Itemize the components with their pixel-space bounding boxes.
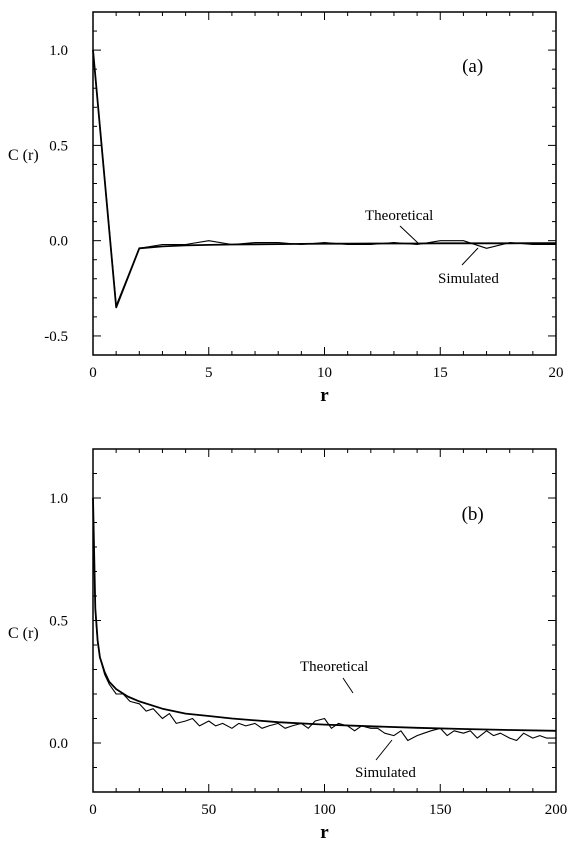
- x-tick-label: 0: [89, 365, 97, 381]
- annotation-simulated: Simulated: [355, 765, 416, 781]
- plot-frame: [92, 448, 557, 793]
- annotation-leader-line: [399, 225, 419, 244]
- x-axis-ticks: 0 50 100 150 200: [89, 449, 567, 818]
- annotation-leader-line: [342, 677, 354, 694]
- y-tick-label: 0.0: [49, 234, 68, 250]
- y-axis-ticks: -0.5 0.0 0.5 1.0: [44, 11, 556, 345]
- annotation-simulated: Simulated: [438, 271, 499, 287]
- x-tick-label: 0: [89, 802, 97, 818]
- x-axis-title: r: [320, 385, 329, 406]
- annotation-theoretical: Theoretical: [365, 208, 433, 224]
- series-line-theoretical: [92, 497, 557, 732]
- y-tick-label: 1.0: [49, 491, 68, 507]
- y-axis-ticks: 0.0 0.5 1.0: [49, 448, 556, 793]
- chart-panel-b: 0 50 100 150 200 0.0 0.5 1.0 Theoretical Simula…: [8, 448, 567, 843]
- annotation-group: Theoretical Simulated: [365, 208, 499, 287]
- series-group: [92, 50, 556, 309]
- y-tick-label: 0.5: [49, 138, 68, 154]
- series-line-theoretical: [92, 50, 556, 309]
- series-group: [92, 497, 557, 742]
- y-tick-label: 1.0: [49, 43, 68, 59]
- x-tick-label: 200: [545, 802, 567, 818]
- y-tick-label: 0.0: [49, 736, 68, 752]
- panel-label: (a): [462, 56, 483, 77]
- annotation-leader-line: [461, 247, 479, 266]
- x-axis-title: r: [320, 822, 329, 843]
- x-tick-label: 100: [313, 802, 336, 818]
- panel-label: (b): [462, 504, 484, 525]
- annotation-theoretical: Theoretical: [300, 659, 368, 675]
- chart-panel-a: 0 5 10 15 20 -0.5 0.0 0.5 1.0 Theoretical Simula…: [8, 11, 564, 406]
- x-tick-label: 15: [433, 365, 448, 381]
- x-tick-label: 50: [201, 802, 216, 818]
- x-tick-label: 20: [549, 365, 564, 381]
- x-axis-ticks: 0 5 10 15 20: [89, 12, 564, 381]
- y-axis-title: C (r): [8, 147, 39, 164]
- y-tick-label: -0.5: [44, 329, 68, 345]
- series-line-simulated: [92, 497, 556, 742]
- annotation-group: Theoretical Simulated: [300, 659, 416, 781]
- plot-frame: [92, 11, 557, 356]
- y-axis-title: C (r): [8, 625, 39, 642]
- x-tick-label: 150: [429, 802, 452, 818]
- x-tick-label: 10: [317, 365, 332, 381]
- y-tick-label: 0.5: [49, 614, 68, 630]
- x-tick-label: 5: [205, 365, 213, 381]
- annotation-leader-line: [375, 739, 393, 761]
- series-line-simulated: [92, 50, 556, 307]
